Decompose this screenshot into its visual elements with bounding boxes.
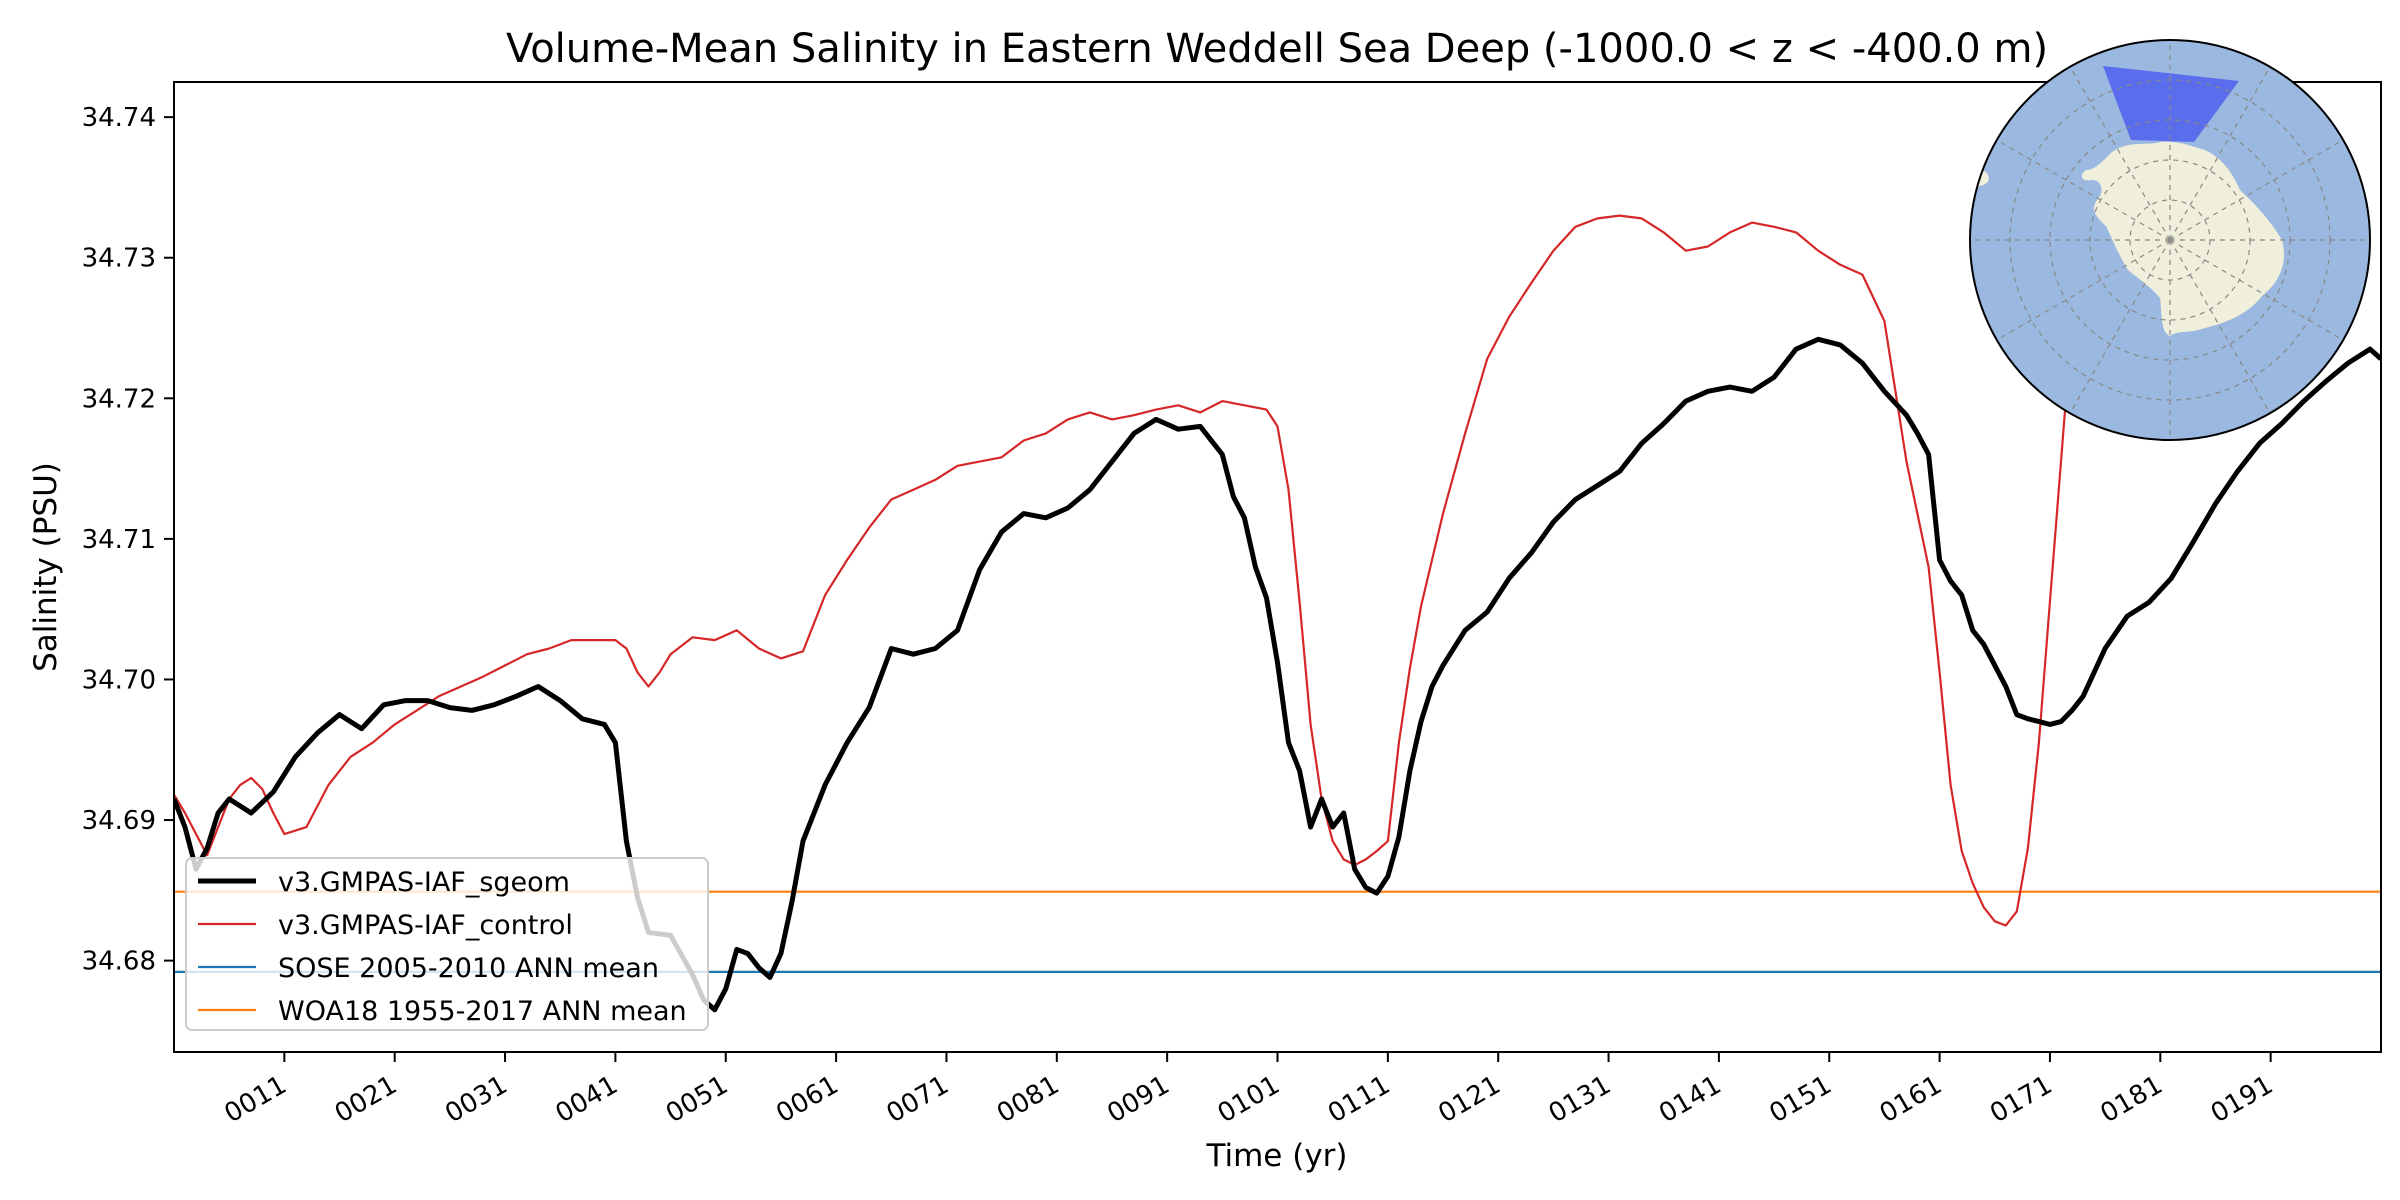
inset-map bbox=[1969, 39, 2371, 441]
legend-box bbox=[185, 857, 709, 1031]
plot-frame bbox=[173, 81, 2382, 1053]
map-meridian bbox=[1996, 239, 2171, 341]
x-axis-label: Time (yr) bbox=[1206, 1138, 1348, 1174]
map-meridian bbox=[1996, 139, 2171, 241]
y-tick-label: 34.71 bbox=[82, 525, 156, 555]
map-meridian bbox=[2169, 139, 2344, 241]
y-tick-label: 34.72 bbox=[82, 384, 156, 414]
x-tick-label: 0041 bbox=[551, 1070, 623, 1129]
y-tick-label: 34.68 bbox=[82, 947, 156, 977]
x-tick-label: 0061 bbox=[771, 1070, 843, 1129]
chart-title: Volume-Mean Salinity in Eastern Weddell … bbox=[506, 26, 2048, 72]
y-tick-label: 34.73 bbox=[82, 244, 156, 274]
legend-label-control: v3.GMPAS-IAF_control bbox=[278, 910, 573, 941]
map-graticule bbox=[1970, 40, 2370, 440]
x-tick-label: 0111 bbox=[1323, 1070, 1395, 1129]
y-axis-label: Salinity (PSU) bbox=[28, 462, 64, 672]
antarctica-landmass bbox=[2081, 141, 2284, 336]
y-tick-label: 34.69 bbox=[82, 806, 156, 836]
y-tick-label: 34.74 bbox=[82, 103, 156, 133]
x-tick-label: 0191 bbox=[2206, 1070, 2278, 1129]
legend-label-sgeom: v3.GMPAS-IAF_sgeom bbox=[278, 867, 570, 898]
eastern-weddell-region bbox=[2103, 66, 2239, 142]
x-tick-label: 0141 bbox=[1654, 1070, 1726, 1129]
x-tick-label: 0151 bbox=[1764, 1070, 1836, 1129]
series-line-sgeom bbox=[174, 336, 2381, 1013]
map-meridian bbox=[2169, 239, 2344, 341]
x-tick-label: 0031 bbox=[440, 1070, 512, 1129]
x-tick-label: 0021 bbox=[330, 1070, 402, 1129]
x-tick-label: 0071 bbox=[882, 1070, 954, 1129]
legend-label-woa18: WOA18 1955-2017 ANN mean bbox=[278, 996, 687, 1027]
x-tick-label: 0131 bbox=[1544, 1070, 1616, 1129]
legend-label-sose: SOSE 2005-2010 ANN mean bbox=[278, 953, 659, 984]
legend: v3.GMPAS-IAF_sgeom v3.GMPAS-IAF_control … bbox=[185, 857, 709, 1031]
map-border bbox=[1969, 39, 2371, 441]
x-tick-label: 0181 bbox=[2095, 1070, 2167, 1129]
x-tick-label: 0161 bbox=[1875, 1070, 1947, 1129]
x-tick-label: 0101 bbox=[1213, 1070, 1285, 1129]
map-meridian bbox=[2169, 239, 2271, 414]
x-tick-label: 0081 bbox=[992, 1070, 1064, 1129]
map-meridian bbox=[2169, 66, 2271, 241]
map-meridian bbox=[2069, 66, 2171, 241]
x-tick-label: 0011 bbox=[220, 1070, 292, 1129]
series-line-control bbox=[174, 87, 2150, 927]
x-tick-label: 0171 bbox=[1985, 1070, 2057, 1129]
x-tick-label: 0091 bbox=[1102, 1070, 1174, 1129]
y-tick-label: 34.70 bbox=[82, 665, 156, 695]
map-meridian bbox=[2069, 239, 2171, 414]
x-tick-label: 0121 bbox=[1433, 1070, 1505, 1129]
x-tick-label: 0051 bbox=[661, 1070, 733, 1129]
